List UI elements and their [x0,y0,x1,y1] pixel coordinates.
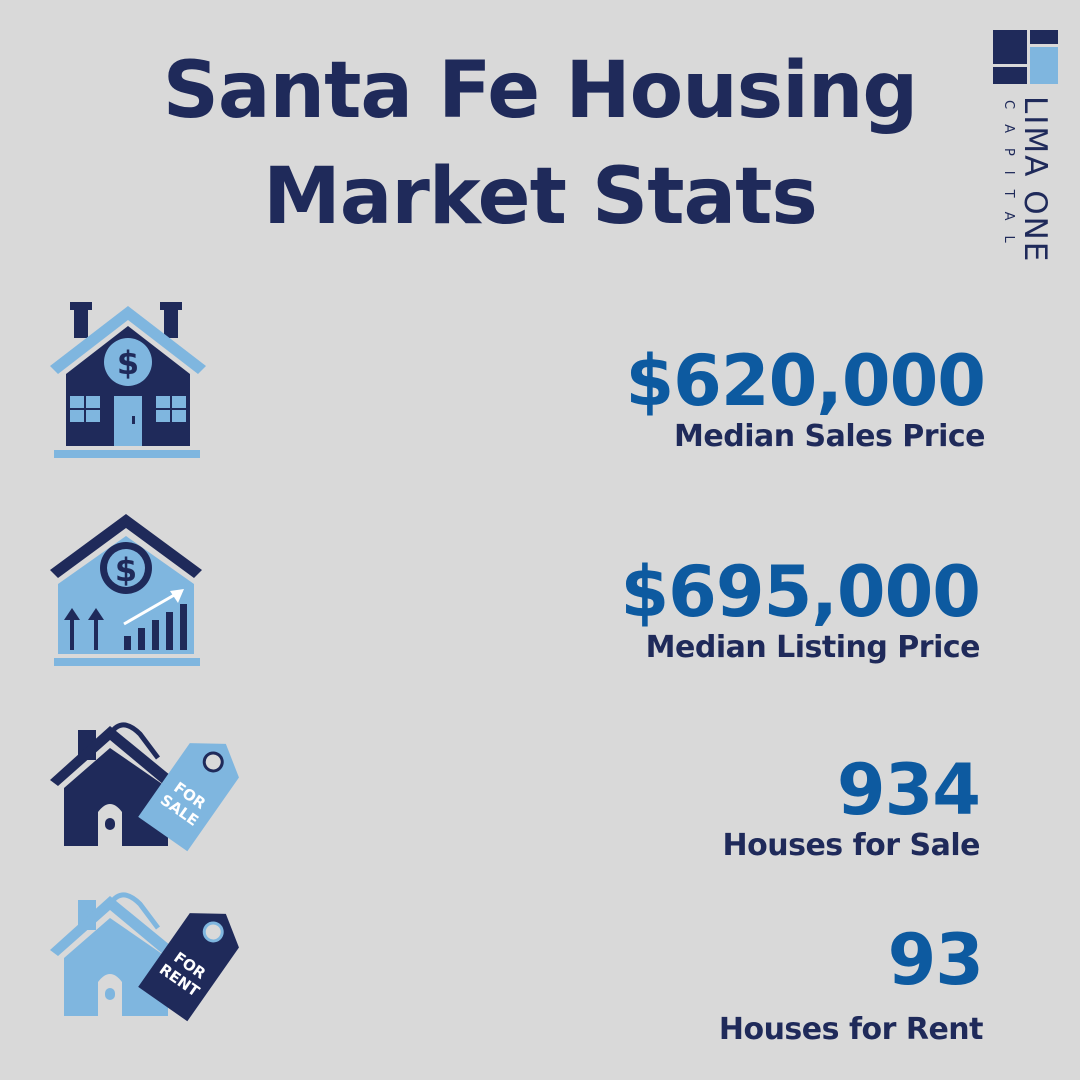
stat-value: 93 [887,919,984,1001]
stat-houses-for-sale: 934 Houses for Sale [722,749,981,864]
title-line-1: Santa Fe Housing [162,46,919,136]
house-for-sale-tag-icon: FOR SALE [50,722,239,852]
stat-value: 934 [836,749,981,831]
house-for-rent-tag-icon: FOR RENT [50,892,239,1022]
stat-label: Median Sales Price [674,419,985,454]
stat-value: $620,000 [625,340,986,422]
house-dollar-icon: $ [50,302,206,458]
logo-wordmark: LIMA ONE CAPITAL [998,96,1053,264]
logo-square-icon [993,30,1027,64]
stat-label: Houses for Rent [718,1012,984,1047]
stat-houses-for-rent: 93 Houses for Rent [718,919,984,1048]
stat-value: $695,000 [620,551,981,633]
lima-one-logo [990,28,1060,298]
page-title: Santa Fe Housing Market Stats [0,38,1080,250]
house-growth-chart-icon: $ [50,514,202,666]
stat-median-listing-price: $695,000 Median Listing Price [620,551,981,666]
stat-label: Median Listing Price [645,630,981,665]
logo-square-icon [1030,30,1058,44]
logo-sub: CAPITAL [1001,100,1016,258]
logo-square-icon [993,67,1027,84]
logo-square-icon [1030,47,1058,84]
stat-median-sales-price: $620,000 Median Sales Price [625,340,986,455]
stat-label: Houses for Sale [722,828,981,863]
title-line-2: Market Stats [263,152,818,242]
svg-text:$: $ [117,344,139,382]
svg-text:$: $ [115,551,137,589]
logo-brand: LIMA ONE [1017,96,1053,264]
